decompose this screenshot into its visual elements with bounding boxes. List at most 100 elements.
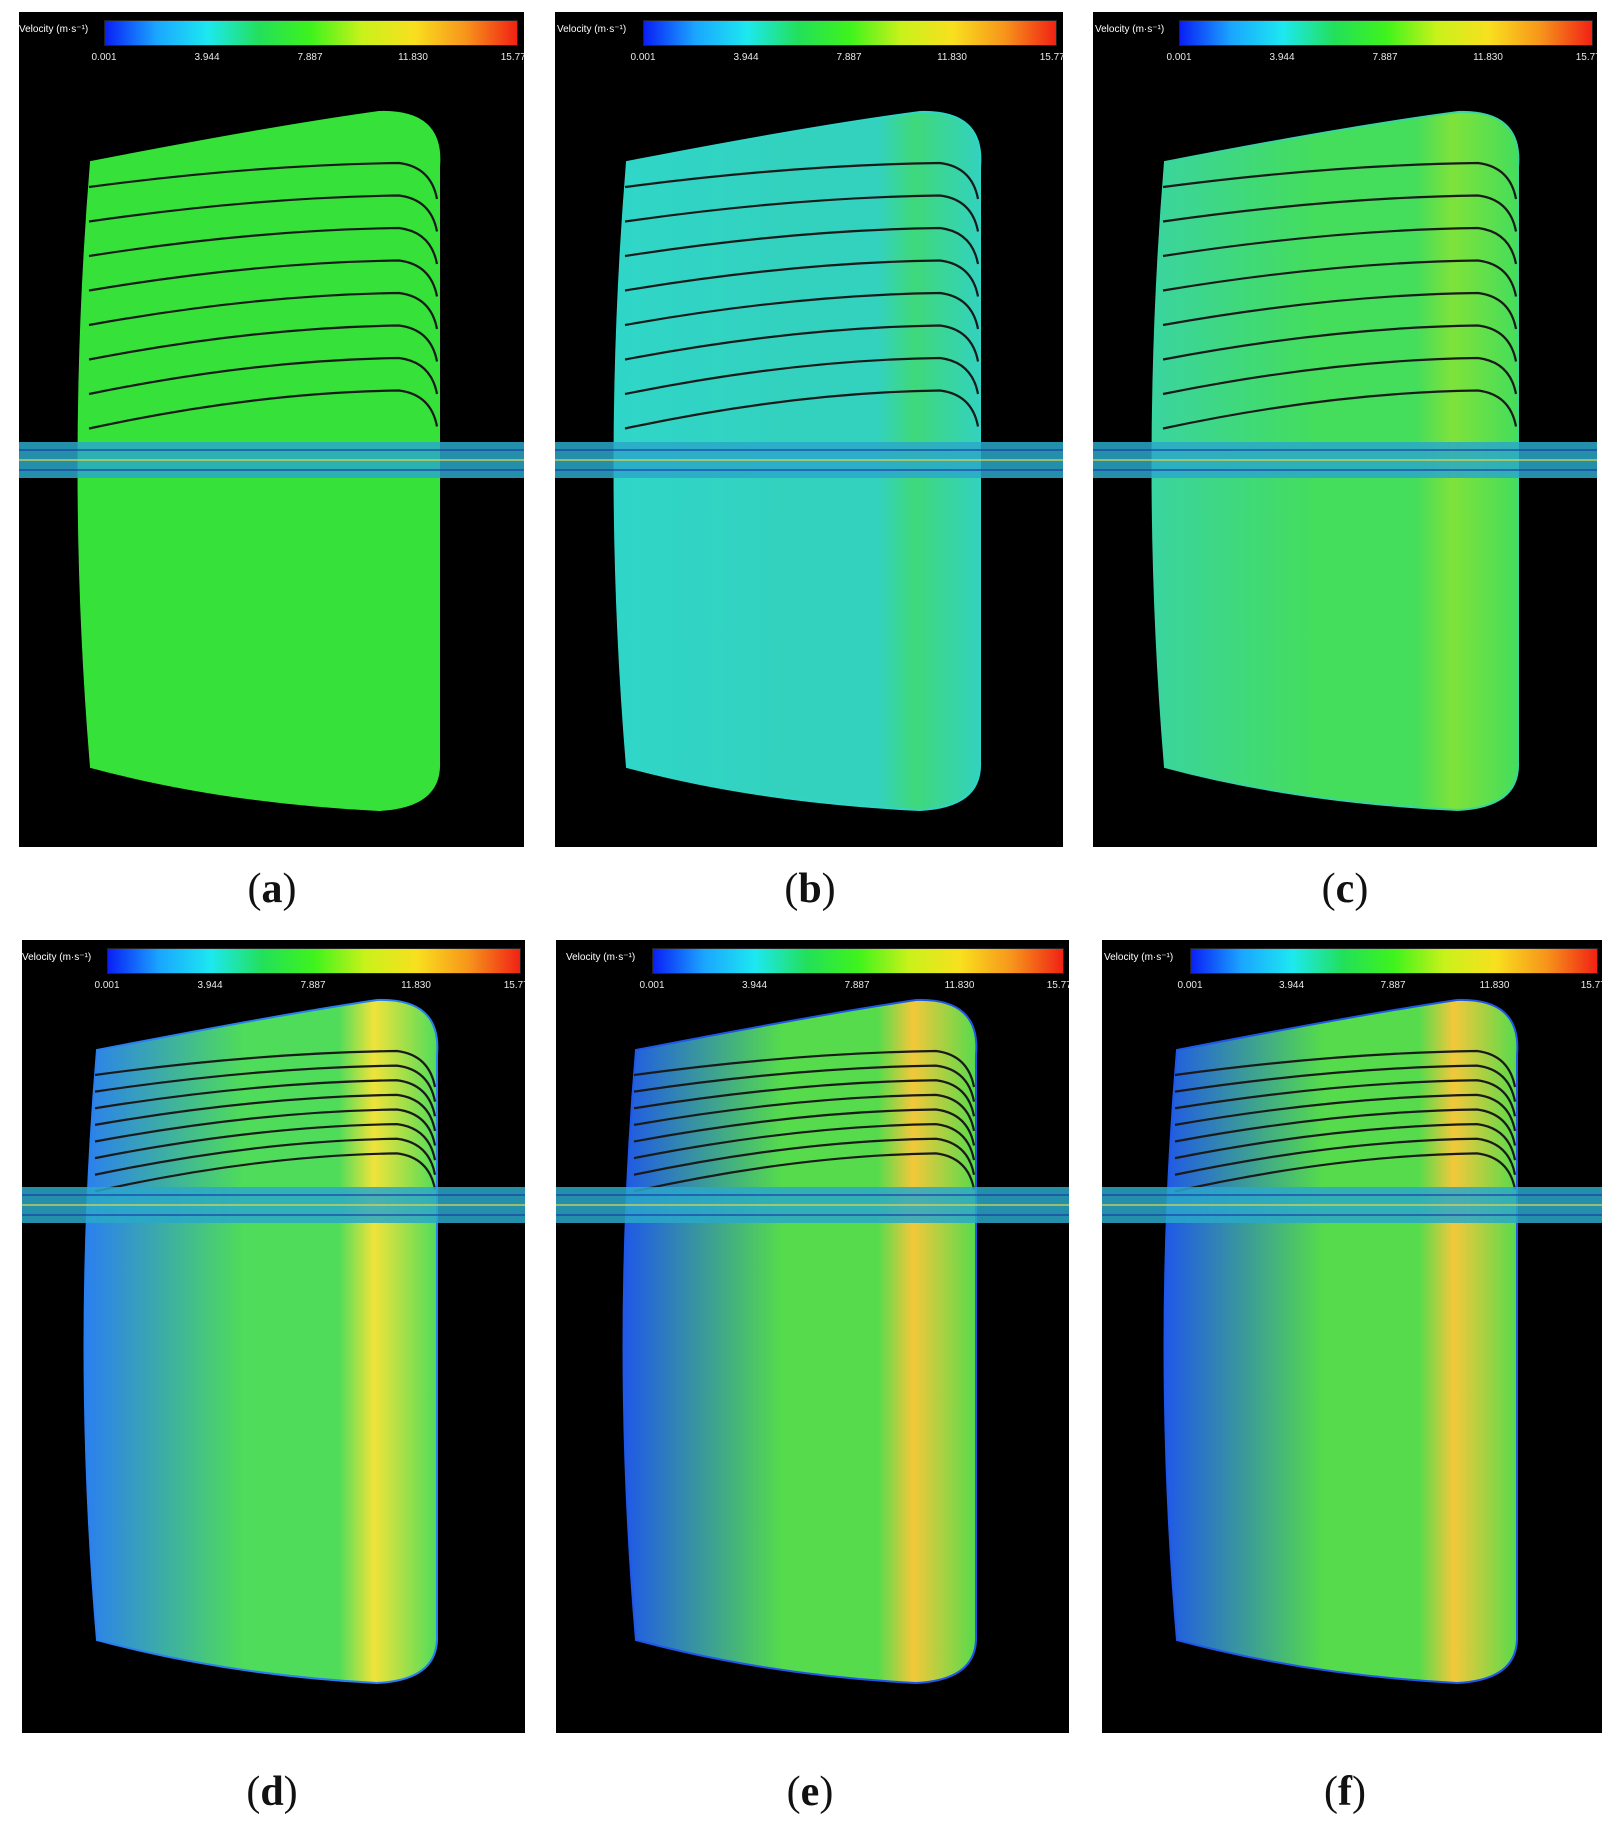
colorbar-title: Velocity (m·s⁻¹) <box>557 24 627 35</box>
streamline <box>88 356 439 396</box>
blade-surface <box>622 998 978 1685</box>
caption-d: (d) <box>246 1769 298 1815</box>
colorbar-ticks: 0.001 3.944 7.887 11.830 15.774 <box>639 980 1069 994</box>
blade-surface <box>83 998 439 1685</box>
colorbar-tick-label: 15.774 <box>1046 980 1069 991</box>
streamline <box>1162 324 1518 362</box>
colorbar-title: Velocity (m·s⁻¹) <box>22 952 92 963</box>
streamline <box>1174 1064 1517 1102</box>
colorbar-title: Velocity (m·s⁻¹) <box>566 952 636 963</box>
streamline <box>94 1049 437 1088</box>
colorbar-tick-label: 7.887 <box>836 52 862 63</box>
colorbar-tick-label: 0.001 <box>639 980 665 991</box>
colorbar-tick-label: 0.001 <box>630 52 656 63</box>
streamline <box>1162 194 1518 232</box>
streamline <box>88 259 439 297</box>
blade-render <box>19 110 524 812</box>
streamline <box>1174 1108 1517 1146</box>
colorbar <box>1190 948 1598 974</box>
colorbar-tick-label: 3.944 <box>197 980 223 991</box>
colorbar-ticks: 0.001 3.944 7.887 11.830 15.774 <box>91 52 524 66</box>
streamline <box>633 1137 976 1176</box>
panel-a: Velocity (m·s⁻¹) 0.001 3.944 7.887 11.830 15… <box>19 12 524 847</box>
caption-c: (c) <box>1321 866 1369 912</box>
colorbar-tick-label: 7.887 <box>300 980 326 991</box>
colorbar-tick-label: 11.830 <box>1473 52 1503 63</box>
colorbar <box>1179 20 1593 46</box>
streamline <box>88 324 439 362</box>
streamline <box>624 324 980 362</box>
streamline <box>94 1064 437 1102</box>
colorbar-tick-label: 3.944 <box>741 980 768 991</box>
streamline <box>633 1123 976 1161</box>
streamline <box>1174 1137 1517 1176</box>
streamline <box>94 1079 437 1117</box>
colorbar <box>104 20 518 46</box>
colorbar-tick-label: 3.944 <box>733 52 759 63</box>
streamline <box>633 1093 976 1132</box>
colorbar-tick-label: 7.887 <box>1380 980 1406 991</box>
streamline <box>1162 259 1518 297</box>
streamline <box>624 194 980 232</box>
colorbar-tick-label: 3.944 <box>1269 52 1295 63</box>
colorbar-tick-label: 15.774 <box>500 52 524 63</box>
colorbar <box>652 948 1064 974</box>
caption-b: (b) <box>784 866 836 912</box>
blade-render <box>1102 998 1602 1685</box>
colorbar-title: Velocity (m·s⁻¹) <box>1104 952 1174 963</box>
caption-f: (f) <box>1324 1769 1366 1815</box>
colorbar-title: Velocity (m·s⁻¹) <box>19 24 89 35</box>
streamline <box>1162 226 1518 265</box>
colorbar-tick-label: 0.001 <box>94 980 120 991</box>
streamline <box>1162 389 1518 430</box>
streamline <box>633 1064 976 1102</box>
streamline <box>633 1108 976 1146</box>
colorbar-tick-label: 3.944 <box>194 52 220 63</box>
colorbar <box>107 948 521 974</box>
panel-b: Velocity (m·s⁻¹) 0.001 3.944 7.887 11.830 15… <box>555 12 1063 847</box>
streamline <box>94 1137 437 1176</box>
colorbar-ticks: 0.001 3.944 7.887 11.830 15.774 <box>1166 52 1597 66</box>
streamline <box>624 356 980 396</box>
colorbar-tick-label: 7.887 <box>297 52 323 63</box>
colorbar-title: Velocity (m·s⁻¹) <box>1095 24 1165 35</box>
colorbar <box>643 20 1057 46</box>
caption-e: (e) <box>786 1769 834 1815</box>
streamline <box>624 291 980 330</box>
colorbar-ticks: 0.001 3.944 7.887 11.830 15.774 <box>94 980 525 994</box>
colorbar-tick-label: 15.774 <box>1575 52 1597 63</box>
streamline <box>88 389 439 430</box>
caption-a: (a) <box>247 866 297 912</box>
blade-render <box>22 998 525 1685</box>
streamline <box>1174 1123 1517 1161</box>
streamline <box>88 194 439 232</box>
streamline <box>1162 161 1518 200</box>
blade-render <box>1093 110 1597 812</box>
colorbar-tick-label: 11.830 <box>401 980 431 991</box>
streamline <box>1174 1079 1517 1117</box>
colorbar-tick-label: 15.774 <box>1580 980 1602 991</box>
colorbar-tick-label: 11.830 <box>944 980 975 991</box>
blade-render <box>555 110 1063 812</box>
colorbar-tick-label: 0.001 <box>1177 980 1203 991</box>
streamline <box>1174 1152 1517 1193</box>
colorbar-tick-label: 15.774 <box>1039 52 1063 63</box>
blade-render <box>556 998 1069 1685</box>
panel-d: Velocity (m·s⁻¹) 0.001 3.944 7.887 11.830 15… <box>22 940 525 1733</box>
colorbar-tick-label: 3.944 <box>1278 980 1305 991</box>
colorbar-tick-label: 11.830 <box>398 52 428 63</box>
blade-surface <box>1163 998 1519 1685</box>
panel-c: Velocity (m·s⁻¹) 0.001 3.944 7.887 11.830 15… <box>1093 12 1597 847</box>
colorbar-tick-label: 0.001 <box>91 52 117 63</box>
streamline <box>624 389 980 430</box>
colorbar-ticks: 0.001 3.944 7.887 11.830 15.774 <box>1177 980 1602 994</box>
streamline <box>88 226 439 265</box>
colorbar-tick-label: 7.887 <box>1372 52 1398 63</box>
streamline <box>94 1093 437 1132</box>
streamline <box>88 291 439 330</box>
colorbar-tick-label: 11.830 <box>937 52 967 63</box>
streamline <box>1162 291 1518 330</box>
streamline <box>633 1079 976 1117</box>
streamline <box>624 259 980 297</box>
streamline <box>1162 356 1518 396</box>
